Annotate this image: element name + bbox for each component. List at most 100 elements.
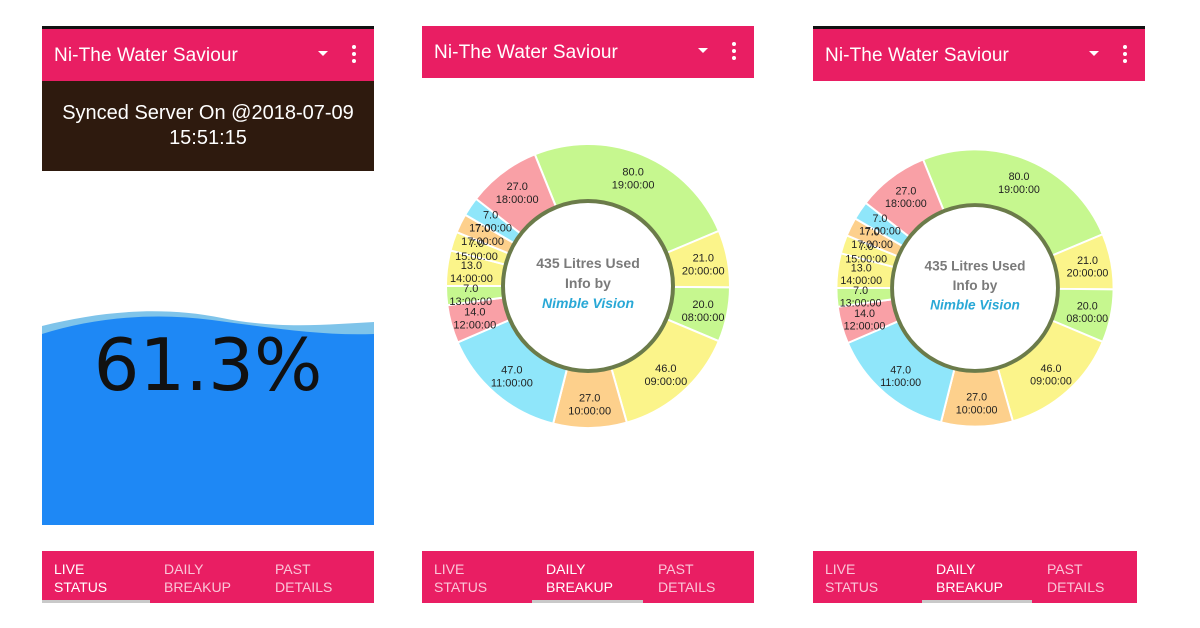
sync-status-line1: Synced Server On @2018-07-09 <box>62 102 354 124</box>
slice-time-label: 20:00:00 <box>682 265 725 277</box>
tab-label-line2: BREAKUP <box>546 579 613 595</box>
center-brand-label: Nimble Vision <box>542 295 634 311</box>
donut-svg: 80.019:00:00 21.020:00:00 20.008:00:00 46.0… <box>835 148 1115 428</box>
slice-value-label: 80.0 <box>622 167 643 179</box>
tab-daily-breakup[interactable]: DAILY BREAKUP <box>164 560 264 596</box>
app-title: Ni-The Water Saviour <box>825 45 1009 66</box>
donut-hole <box>890 203 1060 373</box>
app-bar: Ni-The Water Saviour <box>813 29 1145 81</box>
slice-value-label: 14.0 <box>854 308 875 320</box>
slice-time-label: 13:00:00 <box>840 298 882 310</box>
tab-label-line2: DETAILS <box>275 579 333 595</box>
slice-value-label: 7.0 <box>469 238 484 250</box>
slice-time-label: 09:00:00 <box>644 376 687 388</box>
donut-labels: 80.019:00:00 21.020:00:00 20.008:00:00 46.0… <box>449 167 724 418</box>
dropdown-arrow-icon[interactable] <box>1089 51 1099 56</box>
tab-past-details[interactable]: PAST DETAILS <box>658 560 758 596</box>
slice-value-label: 7.0 <box>853 285 868 297</box>
tab-indicator <box>42 600 150 603</box>
donut-labels: 80.019:00:00 21.020:00:00 20.008:00:00 46.0… <box>840 171 1109 416</box>
dropdown-arrow-icon[interactable] <box>698 48 708 53</box>
phone-daily-breakup-2: Ni-The Water Saviour 80.0 19:00:00 21.0 20:… <box>813 26 1145 603</box>
tab-label-line2: BREAKUP <box>936 579 1003 595</box>
slice-value-label: 80.0 <box>1009 171 1030 183</box>
phone-live-status: Ni-The Water Saviour Synced Server On @2… <box>42 26 374 603</box>
center-brand-label: Nimble Vision <box>930 297 1020 312</box>
slice-value-label: 13.0 <box>851 263 872 275</box>
center-info-label: Info by <box>565 275 611 291</box>
slice-value-label: 20.0 <box>692 299 713 311</box>
slice-value-label: 47.0 <box>501 364 522 376</box>
slice-time-label: 10:00:00 <box>956 404 998 416</box>
donut-hole <box>501 199 675 373</box>
tab-label-line2: STATUS <box>434 579 488 595</box>
tab-label-line1: DAILY <box>546 561 586 577</box>
slice-value-label: 20.0 <box>1077 300 1098 312</box>
app-title: Ni-The Water Saviour <box>54 45 238 66</box>
tab-label-line1: DAILY <box>936 561 976 577</box>
slice-value-label: 7.0 <box>463 283 478 295</box>
daily-usage-donut-chart: 80.0 19:00:00 21.0 20:00:00 20.0 08:00:00 46.0… <box>813 138 1137 438</box>
tab-label-line2: DETAILS <box>658 579 716 595</box>
tab-label-line1: PAST <box>275 561 311 577</box>
donut-svg: 80.019:00:00 21.020:00:00 20.008:00:00 46.0… <box>444 143 732 429</box>
phone-daily-breakup: Ni-The Water Saviour 80.0 19:00:00 21.0 20:… <box>422 26 754 603</box>
sync-status-line2: 15:51:15 <box>169 127 247 149</box>
tab-label-line1: LIVE <box>54 561 85 577</box>
status-bar <box>813 26 1145 29</box>
tab-daily-breakup[interactable]: DAILY BREAKUP <box>936 560 1036 596</box>
slice-time-label: 08:00:00 <box>682 312 725 324</box>
slice-value-label: 7.0 <box>483 209 498 221</box>
slice-time-label: 14:00:00 <box>450 273 493 285</box>
slice-time-label: 20:00:00 <box>1067 268 1109 280</box>
slice-value-label: 27.0 <box>506 181 527 193</box>
tab-bar: LIVE STATUS DAILY BREAKUP PAST DETAILS <box>813 551 1137 603</box>
slice-time-label: 11:00:00 <box>491 377 533 389</box>
slice-value-label: 47.0 <box>890 364 911 376</box>
tab-live-status[interactable]: LIVE STATUS <box>54 560 154 596</box>
tab-label-line2: STATUS <box>54 579 108 595</box>
tab-bar: LIVE STATUS DAILY BREAKUP PAST DETAILS <box>42 551 374 603</box>
water-fill <box>42 316 374 525</box>
tab-label-line2: STATUS <box>825 579 879 595</box>
tab-past-details[interactable]: PAST DETAILS <box>1047 560 1147 596</box>
app-title: Ni-The Water Saviour <box>434 42 618 63</box>
slice-time-label: 15:00:00 <box>455 251 498 263</box>
more-options-icon[interactable] <box>348 45 360 65</box>
water-level-percent: 61.3% <box>93 323 323 407</box>
slice-time-label: 10:00:00 <box>568 405 611 417</box>
tab-live-status[interactable]: LIVE STATUS <box>825 560 925 596</box>
slice-value-label: 21.0 <box>693 252 714 264</box>
tab-daily-breakup[interactable]: DAILY BREAKUP <box>546 560 646 596</box>
slice-value-label: 7.0 <box>865 226 880 238</box>
center-total-label: 435 Litres Used <box>536 255 640 271</box>
slice-value-label: 7.0 <box>475 223 490 235</box>
slice-time-label: 08:00:00 <box>1066 313 1108 325</box>
more-options-icon[interactable] <box>1119 45 1131 65</box>
center-total-label: 435 Litres Used <box>925 258 1026 273</box>
donut-slices <box>444 143 732 429</box>
slice-time-label: 17:00:00 <box>851 239 893 251</box>
slice-value-label: 46.0 <box>1041 363 1062 375</box>
slice-value-label: 14.0 <box>464 307 485 319</box>
app-bar: Ni-The Water Saviour <box>422 26 754 78</box>
tab-label-line1: PAST <box>658 561 694 577</box>
center-info-label: Info by <box>953 278 998 293</box>
slice-time-label: 12:00:00 <box>453 320 496 332</box>
slice-value-label: 21.0 <box>1077 255 1098 267</box>
more-options-icon[interactable] <box>728 42 740 62</box>
tab-label-line1: LIVE <box>825 561 856 577</box>
tab-label-line1: LIVE <box>434 561 465 577</box>
tab-past-details[interactable]: PAST DETAILS <box>275 560 375 596</box>
slice-value-label: 46.0 <box>655 363 676 375</box>
slice-time-label: 15:00:00 <box>845 254 887 266</box>
dropdown-arrow-icon[interactable] <box>318 51 328 56</box>
tab-live-status[interactable]: LIVE STATUS <box>434 560 534 596</box>
slice-time-label: 11:00:00 <box>880 377 921 389</box>
slice-time-label: 17:00:00 <box>461 236 504 248</box>
slice-time-label: 17:00:00 <box>469 222 512 234</box>
slice-time-label: 18:00:00 <box>885 198 927 210</box>
slice-time-label: 12:00:00 <box>844 321 886 333</box>
slice-time-label: 14:00:00 <box>840 275 882 287</box>
slice-value-label: 7.0 <box>872 213 887 225</box>
